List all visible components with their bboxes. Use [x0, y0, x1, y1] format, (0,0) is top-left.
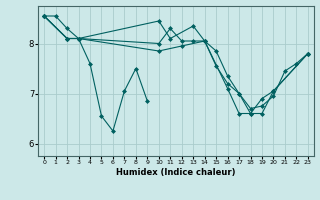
X-axis label: Humidex (Indice chaleur): Humidex (Indice chaleur) [116, 168, 236, 177]
